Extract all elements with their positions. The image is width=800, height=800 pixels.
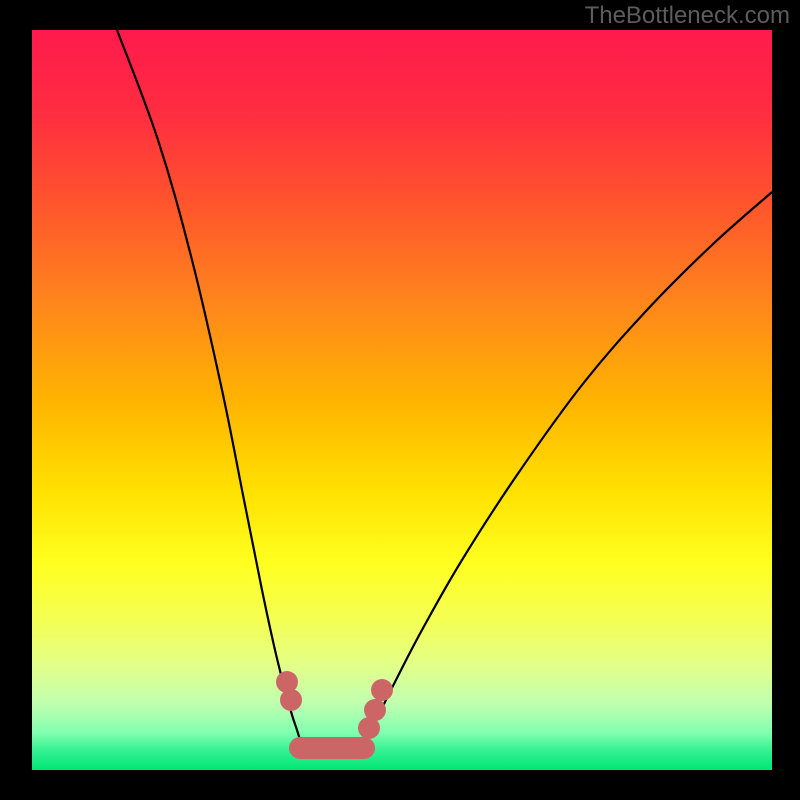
bottleneck-curve-chart bbox=[0, 0, 800, 800]
marker-dot bbox=[280, 689, 302, 711]
marker-dot bbox=[364, 699, 386, 721]
bottom-capsule bbox=[289, 737, 375, 759]
chart-stage: TheBottleneck.com bbox=[0, 0, 800, 800]
plot-area-group bbox=[32, 30, 772, 770]
gradient-panel bbox=[32, 30, 772, 770]
marker-dot bbox=[371, 679, 393, 701]
watermark-text: TheBottleneck.com bbox=[585, 2, 790, 30]
